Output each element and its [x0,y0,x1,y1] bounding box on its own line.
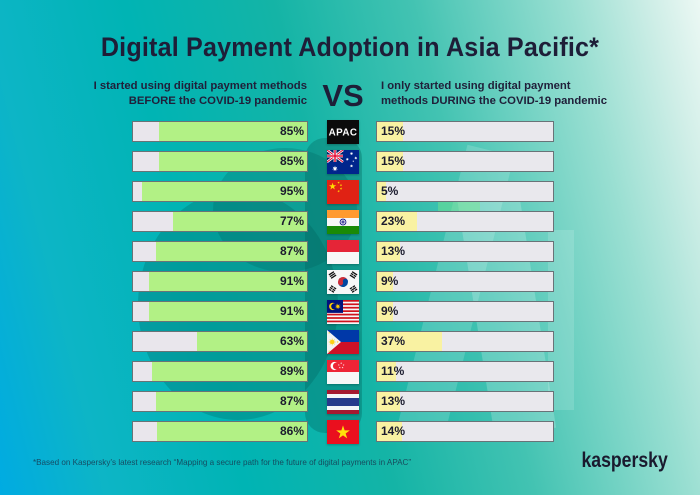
svg-text:APAC: APAC [329,127,358,138]
